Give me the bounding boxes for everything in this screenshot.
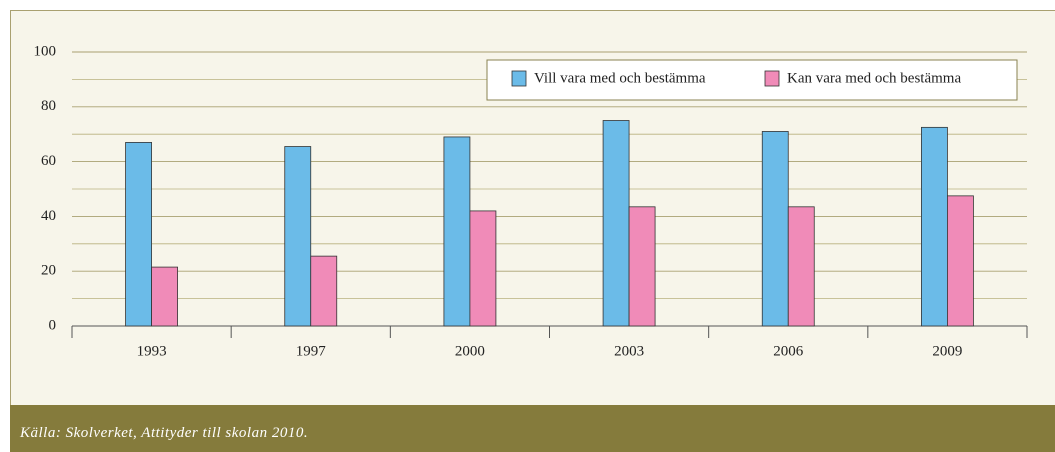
bar — [443, 136, 471, 327]
bar — [787, 206, 815, 327]
legend-swatch — [511, 70, 527, 87]
legend-label: Vill vara med och bestämma — [534, 70, 706, 86]
y-tick-label: 80 — [41, 98, 56, 114]
bar — [284, 146, 312, 327]
legend-label: Kan vara med och bestämma — [787, 70, 961, 86]
bar — [125, 142, 152, 327]
x-tick-label: 2003 — [614, 343, 644, 359]
bar — [947, 195, 974, 327]
y-tick-label: 60 — [41, 153, 56, 169]
bar — [151, 266, 178, 327]
source-note: Källa: Skolverket, Attityder till skolan… — [10, 405, 1055, 452]
x-tick-label: 2000 — [455, 343, 485, 359]
bar — [761, 131, 789, 327]
y-tick-label: 100 — [34, 43, 57, 59]
x-tick-label: 1993 — [137, 343, 167, 359]
bar — [469, 210, 497, 327]
bar — [310, 255, 338, 327]
bar — [602, 120, 630, 327]
x-tick-label: 2006 — [773, 343, 804, 359]
x-tick-label: 2009 — [932, 343, 962, 359]
bar — [921, 126, 948, 327]
chart: 0 20 40 60 80 100 1993 1997 2000 2003 2006 2009 Vill… — [34, 43, 1028, 359]
y-tick-label: 20 — [41, 263, 56, 279]
legend-swatch — [764, 70, 780, 87]
x-tick-label: 1997 — [296, 343, 327, 359]
y-tick-label: 0 — [49, 317, 57, 333]
legend-box — [486, 59, 1018, 101]
y-tick-label: 40 — [41, 208, 56, 224]
bar — [628, 206, 656, 327]
